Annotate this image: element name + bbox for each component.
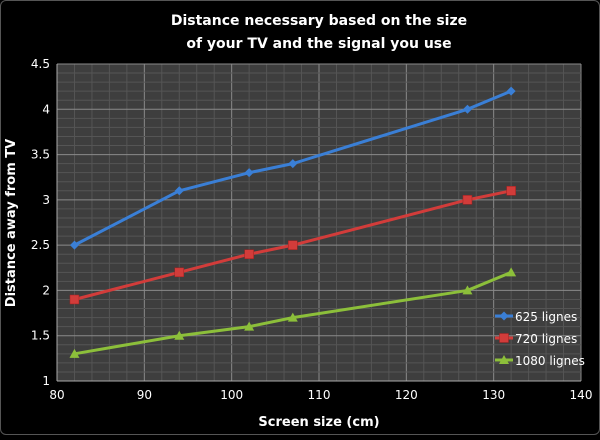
y-tick-label: 1	[42, 374, 50, 388]
y-tick-label: 2.5	[31, 238, 50, 252]
data-point	[69, 294, 80, 305]
gridlines	[56, 63, 582, 382]
series-line	[74, 189, 512, 301]
data-point	[506, 86, 516, 96]
legend-marker	[499, 333, 509, 343]
y-tick-label: 2	[42, 283, 50, 297]
x-axis-label: Screen size (cm)	[258, 415, 379, 430]
x-tick-label: 120	[395, 388, 418, 402]
y-tick-label: 3.5	[31, 148, 50, 162]
y-tick-label: 4	[42, 102, 50, 116]
data-point	[288, 159, 298, 169]
series-1080-lignes	[69, 267, 517, 358]
series-line	[73, 89, 512, 247]
data-point	[462, 104, 472, 114]
chart-title-line-2: of your TV and the signal you use	[186, 36, 451, 52]
legend-label: 720 lignes	[515, 332, 577, 346]
data-point	[462, 195, 473, 205]
data-point	[244, 321, 255, 331]
data-point	[462, 285, 473, 295]
x-tick-label: 140	[570, 388, 593, 402]
legend-marker	[499, 311, 509, 321]
x-tick-label: 80	[49, 388, 64, 402]
x-tick-label: 90	[137, 388, 152, 402]
series-group	[69, 86, 517, 358]
series-line	[74, 270, 512, 356]
y-tick-label: 4.5	[31, 57, 50, 71]
legend-label: 625 lignes	[515, 310, 577, 324]
y-axis-label: Distance away from TV	[4, 139, 19, 307]
chart-title-line-1: Distance necessary based on the size	[171, 13, 467, 29]
data-point	[287, 312, 298, 322]
data-point	[288, 240, 298, 250]
data-point	[174, 330, 185, 340]
x-tick-label: 100	[220, 388, 243, 402]
legend: 625 lignes 720 lignes 1080 lignes	[495, 310, 585, 368]
legend-marker	[499, 355, 509, 364]
series-720-lignes	[69, 186, 516, 305]
tick-labels: 80 90 100 110 120 130 140 1 1.5 2 2.5 3 3.5 4 4.5	[31, 57, 593, 402]
data-point	[506, 186, 516, 196]
x-tick-label: 110	[308, 388, 331, 402]
data-point	[506, 267, 517, 277]
y-tick-label: 3	[42, 193, 50, 207]
data-point	[174, 186, 184, 196]
data-point	[69, 348, 80, 358]
legend-label: 1080 lignes	[515, 354, 585, 368]
data-point	[174, 267, 185, 278]
series-625-lignes	[69, 86, 516, 250]
data-point	[244, 249, 254, 259]
data-point	[69, 240, 79, 250]
y-tick-label: 1.5	[31, 329, 50, 343]
data-point	[244, 168, 254, 178]
x-tick-label: 130	[482, 388, 505, 402]
